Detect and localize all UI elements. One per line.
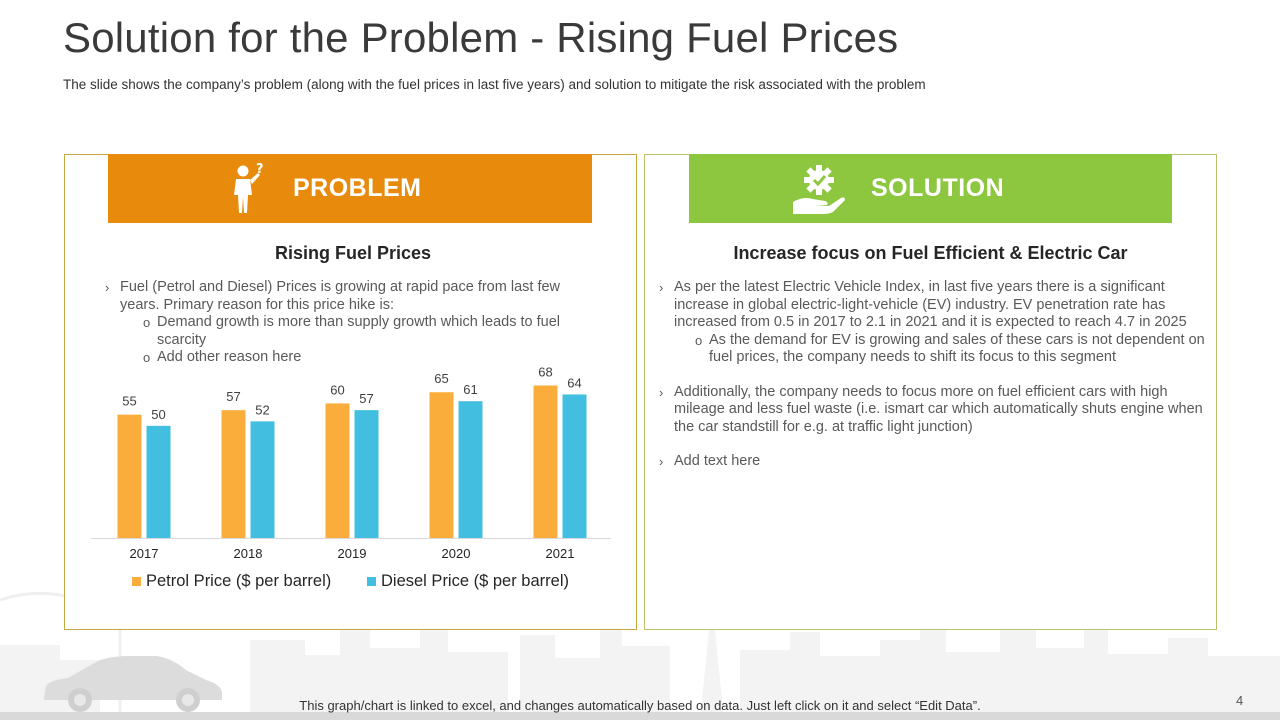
x-tick-label: 2021 <box>546 546 575 561</box>
petrol-data-label: 55 <box>122 394 136 409</box>
car-silhouette <box>44 656 222 712</box>
problem-banner-label: PROBLEM <box>293 174 422 202</box>
svg-text:?: ? <box>256 163 264 177</box>
diesel-data-label: 57 <box>359 391 373 406</box>
petrol-bar <box>325 403 350 538</box>
solution-sub-bullet-text: As the demand for EV is growing and sale… <box>709 331 1205 366</box>
petrol-data-label: 60 <box>330 382 344 397</box>
problem-panel: ? PROBLEM Rising Fuel Prices › Fuel (Pet… <box>64 154 637 630</box>
diesel-bar <box>458 401 483 538</box>
bullet-marker: › <box>105 280 110 295</box>
solution-banner-label: SOLUTION <box>871 174 1005 202</box>
problem-sub-bullet-text: Add other reason here <box>157 349 302 365</box>
x-tick-label: 2018 <box>234 546 263 561</box>
solution-banner: SOLUTION <box>689 154 1172 223</box>
slide-title: Solution for the Problem - Rising Fuel P… <box>63 14 899 61</box>
petrol-bar <box>221 410 246 538</box>
sub-bullet-marker: o <box>143 315 151 330</box>
diesel-data-label: 50 <box>151 407 165 422</box>
slide-subtitle: The slide shows the company’s problem (a… <box>63 77 926 92</box>
problem-banner: ? PROBLEM <box>108 154 592 223</box>
solution-panel: SOLUTION Increase focus on Fuel Efficien… <box>644 154 1217 630</box>
sub-bullet-marker: o <box>695 332 703 348</box>
x-tick-label: 2020 <box>442 546 471 561</box>
petrol-bar <box>429 392 454 538</box>
footer-bar <box>0 712 1280 720</box>
problem-bullet: › Fuel (Petrol and Diesel) Prices is gro… <box>105 279 585 314</box>
solution-bullet-text: Additionally, the company needs to focus… <box>674 383 1203 435</box>
spacer <box>659 367 1211 384</box>
solution-bullet: › As per the latest Electric Vehicle Ind… <box>659 279 1211 332</box>
solution-bullet: › Add text here <box>659 453 1211 471</box>
solution-heading: Increase focus on Fuel Efficient & Elect… <box>733 243 1128 263</box>
page-number: 4 <box>1236 693 1244 708</box>
diesel-bar <box>146 425 171 538</box>
problem-sub-bullet-text: Demand growth is more than supply growth… <box>157 314 560 348</box>
fuel-price-bar-chart[interactable]: 55 50 2017 57 52 2018 60 57 2019 65 61 2020 68 64 2021… <box>65 155 638 631</box>
footer-note-text: This graph/chart is linked to excel, and… <box>299 698 981 713</box>
diesel-bar <box>250 421 275 538</box>
diesel-bar <box>354 410 379 538</box>
legend-swatch <box>132 577 141 586</box>
legend-swatch <box>367 577 376 586</box>
gear-hand-icon <box>793 165 845 214</box>
problem-bullets: › Fuel (Petrol and Diesel) Prices is gro… <box>105 279 585 367</box>
x-tick-label: 2017 <box>130 546 159 561</box>
solution-sub-bullet: o As the demand for EV is growing and sa… <box>695 332 1211 367</box>
problem-heading: Rising Fuel Prices <box>274 243 432 263</box>
bullet-marker: › <box>659 280 664 295</box>
problem-sub-bullet: o Demand growth is more than supply grow… <box>143 314 585 349</box>
bullet-marker: › <box>659 454 664 469</box>
diesel-data-label: 61 <box>463 382 477 397</box>
legend-label: Petrol Price ($ per barrel) <box>146 572 331 590</box>
petrol-data-label: 68 <box>538 364 552 379</box>
diesel-data-label: 64 <box>567 375 581 390</box>
solution-bullet-text: Add text here <box>674 453 761 469</box>
spacer <box>659 436 1211 453</box>
petrol-bar <box>117 414 142 538</box>
solution-bullet-text: As per the latest Electric Vehicle Index… <box>674 279 1187 330</box>
diesel-data-label: 52 <box>255 402 269 417</box>
diesel-bar <box>562 394 587 538</box>
solution-bullet: › Additionally, the company needs to foc… <box>659 384 1211 437</box>
bullet-marker: › <box>659 384 664 400</box>
sub-bullet-marker: o <box>143 350 151 365</box>
solution-bullets: › As per the latest Electric Vehicle Ind… <box>659 279 1211 471</box>
problem-bullet-text: Fuel (Petrol and Diesel) Prices is growi… <box>120 279 561 313</box>
petrol-data-label: 65 <box>434 371 448 386</box>
footer-note: This graph/chart is linked to excel, and… <box>0 698 1280 713</box>
petrol-data-label: 57 <box>226 389 240 404</box>
legend-label: Diesel Price ($ per barrel) <box>381 572 569 590</box>
x-tick-label: 2019 <box>338 546 367 561</box>
petrol-bar <box>533 385 558 538</box>
problem-sub-bullet: o Add other reason here <box>143 349 585 367</box>
person-question-icon: ? <box>234 163 264 213</box>
